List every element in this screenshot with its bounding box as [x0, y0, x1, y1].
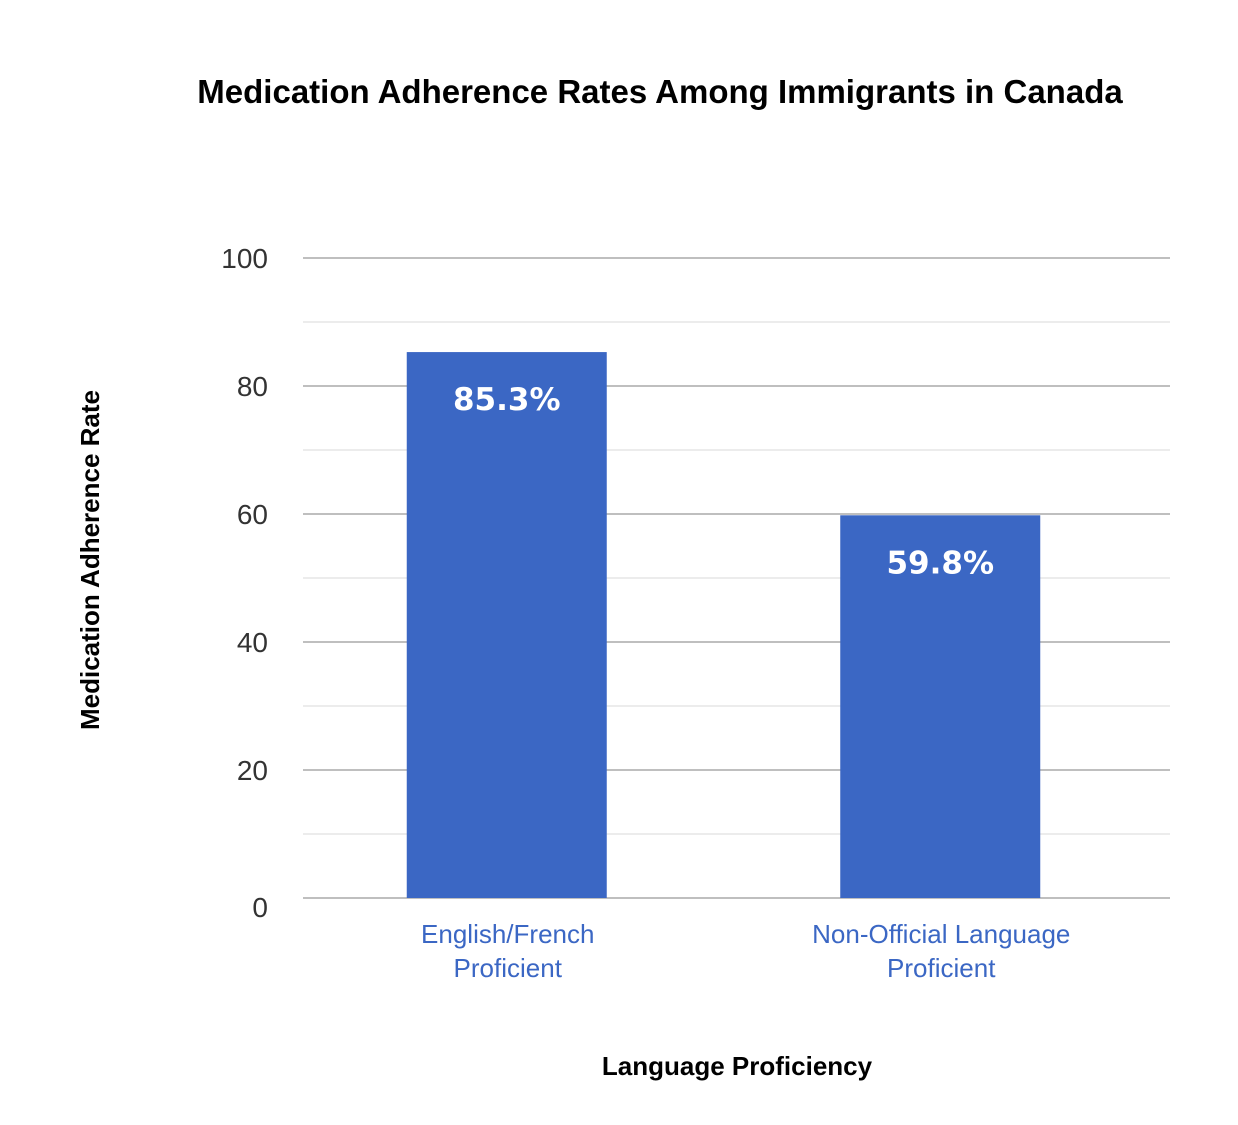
x-axis-categories: English/French Proficient Non-Official Lan… [421, 919, 1070, 983]
bar [406, 352, 607, 899]
y-axis-title: Medication Adherence Rate [75, 390, 105, 730]
chart-title: Medication Adherence Rates Among Immigra… [197, 73, 1123, 110]
x-category-label: English/French Proficient [421, 919, 594, 983]
bar [840, 515, 1041, 898]
y-axis-ticks: 0 20 40 60 80 100 [221, 243, 268, 923]
y-tick-label: 60 [237, 499, 268, 530]
x-category-label: Non-Official Language Proficient [812, 919, 1070, 983]
y-tick-label: 80 [237, 371, 268, 402]
bars [406, 352, 1041, 899]
data-labels: 85.3% 59.8% [453, 382, 994, 581]
bar-value-label: 59.8% [886, 545, 994, 581]
bar-value-label: 85.3% [453, 382, 561, 418]
x-axis-title: Language Proficiency [602, 1051, 873, 1081]
y-tick-label: 40 [237, 627, 268, 658]
y-tick-label: 0 [252, 892, 268, 923]
y-tick-label: 100 [221, 243, 268, 274]
y-tick-label: 20 [237, 755, 268, 786]
